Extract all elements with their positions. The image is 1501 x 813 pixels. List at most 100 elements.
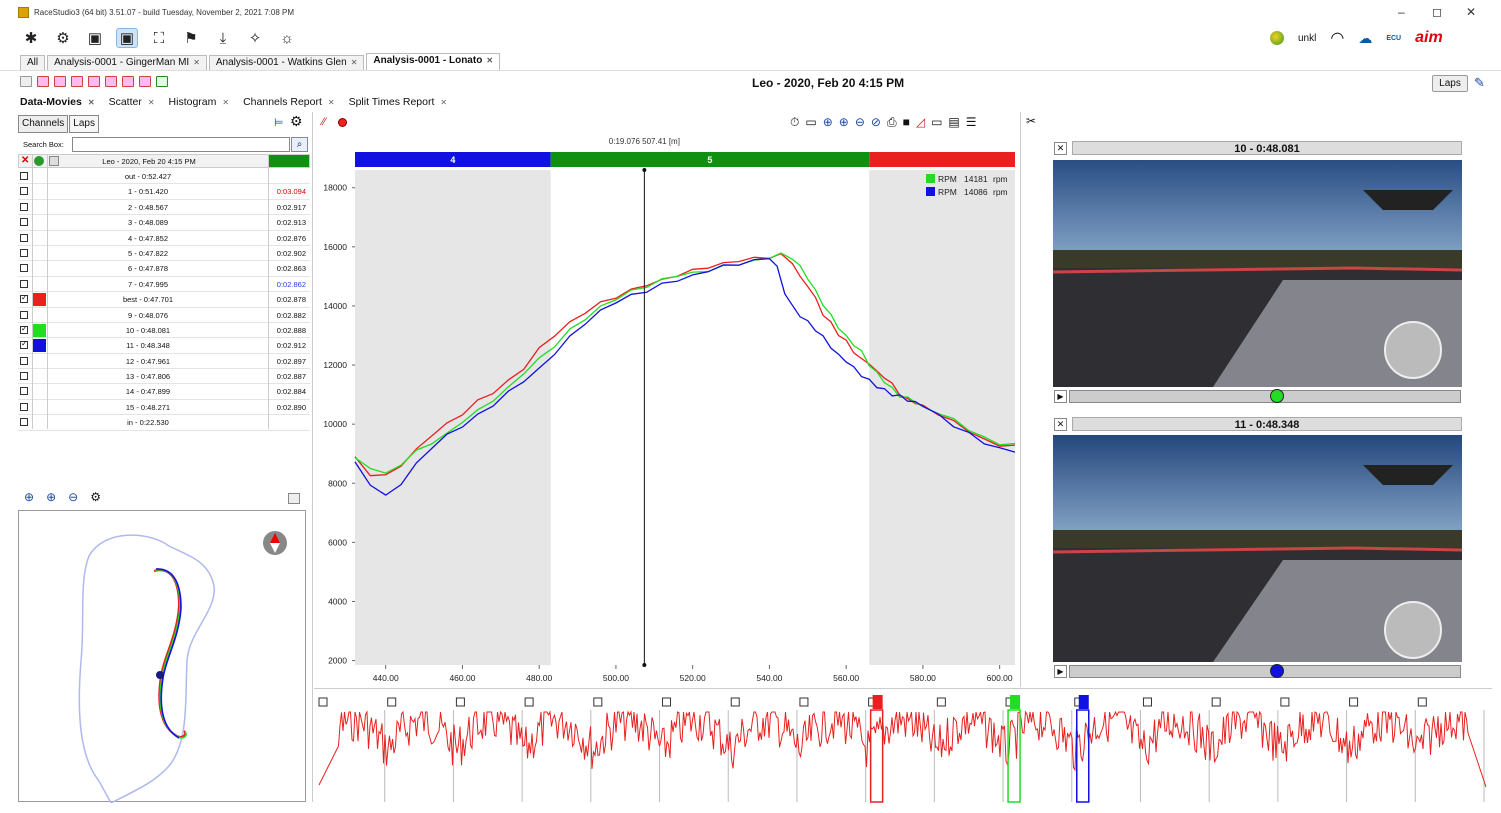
lap-row[interactable]: in - 0:22.530	[18, 415, 310, 431]
lap-row[interactable]: 2 - 0:48.567 0:02.917	[18, 200, 310, 216]
dashboard-icon[interactable]: ☼	[280, 29, 294, 47]
wifi-icon[interactable]: ◠	[1330, 30, 1345, 47]
lap-color-swatch[interactable]	[33, 323, 46, 337]
lap-checkbox[interactable]	[20, 187, 28, 196]
lap-checkbox[interactable]	[20, 324, 28, 334]
lap-row[interactable]: 12 - 0:47.961 0:02.897	[18, 354, 310, 370]
lap-checkbox[interactable]	[20, 202, 28, 211]
wrench-icon[interactable]: ✎	[1474, 75, 1485, 90]
view-tab-close-icon[interactable]: ✕	[87, 98, 95, 107]
list-icon[interactable]: ☰	[965, 115, 977, 129]
lap-row[interactable]: 6 - 0:47.878 0:02.863	[18, 261, 310, 277]
view-tab-1[interactable]: Scatter ✕	[109, 96, 155, 108]
settings-small-icon[interactable]	[20, 76, 32, 87]
play-video-2-button[interactable]: ▶	[1054, 665, 1067, 678]
lap-row[interactable]: 15 - 0:48.271 0:02.890	[18, 400, 310, 416]
minimize-button[interactable]: –	[1398, 5, 1405, 19]
lap-checkbox[interactable]	[20, 264, 28, 273]
lap-checkbox[interactable]	[20, 402, 28, 411]
flag-icon[interactable]: ⚑	[184, 30, 198, 47]
zoom-in-icon[interactable]: ⊕	[46, 490, 57, 504]
video-tool-icon[interactable]: ✂	[1026, 114, 1037, 128]
tools-icon[interactable]: ✱	[24, 30, 38, 47]
lap-checkbox[interactable]	[20, 293, 28, 304]
channel-icon[interactable]	[71, 76, 83, 87]
zoom-fit-icon[interactable]: ⊕	[822, 115, 833, 129]
track-map-icon[interactable]	[156, 76, 168, 87]
track-icon[interactable]: ⛶	[153, 29, 165, 47]
lap-checkbox[interactable]	[20, 279, 28, 288]
chart-pen-icon[interactable]: ⁄⁄	[322, 116, 326, 128]
split-icon[interactable]	[105, 76, 117, 87]
search-input[interactable]	[72, 137, 290, 152]
view-tab-close-icon[interactable]: ✕	[222, 98, 230, 107]
panel-gear-icon[interactable]: ⚙	[290, 113, 303, 129]
lap-row[interactable]: 11 - 0:48.348 0:02.912	[18, 338, 310, 354]
video-1-frame[interactable]	[1053, 160, 1462, 387]
math-icon[interactable]	[139, 76, 151, 87]
view-tab-0[interactable]: Data-Movies ✕	[20, 96, 95, 108]
globe-icon[interactable]	[1270, 31, 1284, 45]
maximize-button[interactable]: ◻	[1432, 5, 1442, 19]
lap-checkbox[interactable]	[20, 339, 28, 350]
lap-checkbox[interactable]	[20, 233, 28, 242]
tab-close-icon[interactable]: ✕	[486, 56, 494, 65]
cloud-icon[interactable]: ☁	[1358, 29, 1373, 46]
measure-icon[interactable]: ◿	[915, 115, 926, 129]
legend-icon[interactable]: ⊨	[274, 117, 284, 129]
rs2-icon[interactable]: ▣	[87, 30, 103, 47]
video-1-seekbar[interactable]	[1069, 390, 1461, 403]
lap-overview-strip[interactable]	[314, 690, 1492, 805]
chart-zoom-in-icon[interactable]: ⊕	[838, 115, 849, 129]
lap-checkbox[interactable]	[20, 218, 28, 227]
wifi-settings-icon[interactable]: ✧	[248, 30, 262, 47]
lap-row[interactable]: 7 - 0:47.995 0:02.862	[18, 277, 310, 293]
view-tab-4[interactable]: Split Times Report ✕	[349, 96, 447, 108]
close-video-1-button[interactable]: ✕	[1054, 142, 1067, 155]
lap-color-swatch[interactable]	[33, 293, 46, 307]
lap-row[interactable]: 13 - 0:47.806 0:02.887	[18, 369, 310, 385]
zoom-reset-icon[interactable]: ⊘	[870, 115, 881, 129]
lap-checkbox[interactable]	[20, 310, 28, 319]
lap-checkbox[interactable]	[20, 418, 28, 427]
rs3-icon[interactable]: ▣	[116, 28, 138, 48]
camera-icon[interactable]	[54, 76, 66, 87]
video-2-seekbar[interactable]	[1069, 665, 1461, 678]
chart-record-icon[interactable]	[338, 118, 347, 127]
map-export-icon[interactable]	[288, 493, 300, 504]
download-icon[interactable]: ⤓	[219, 29, 227, 47]
view-tab-close-icon[interactable]: ✕	[440, 98, 448, 107]
dark-mode-icon[interactable]: ■	[902, 115, 910, 129]
ecu-icon[interactable]: ECU	[1386, 34, 1402, 42]
rpm-chart[interactable]: 4 5 0:19.076 507.41 [m] 18000 16000 14000 1200…	[314, 112, 1020, 687]
tab-close-icon[interactable]: ✕	[350, 58, 358, 67]
tab-3[interactable]: Analysis-0001 - Lonato ✕	[366, 53, 501, 70]
video-2-frame[interactable]	[1053, 435, 1462, 662]
panel-icon[interactable]: ▤	[948, 115, 960, 129]
close-button[interactable]: ✕	[1466, 5, 1477, 19]
lap-row[interactable]: out - 0:52.427	[18, 169, 310, 185]
map-gear-icon[interactable]: ⚙	[90, 490, 101, 504]
lap-row[interactable]: 4 - 0:47.852 0:02.876	[18, 231, 310, 246]
locate-icon[interactable]: ⊕	[24, 490, 35, 504]
laps-header-button[interactable]: Laps	[1432, 75, 1468, 92]
report-icon[interactable]	[122, 76, 134, 87]
remove-icon[interactable]: ✕	[21, 155, 30, 166]
table-icon[interactable]	[88, 76, 100, 87]
lap-checkbox[interactable]	[20, 172, 28, 180]
layout-icon[interactable]: ▭	[931, 115, 943, 129]
chart-zoom-out-icon[interactable]: ⊖	[854, 115, 865, 129]
video-1-knob[interactable]	[1269, 389, 1284, 403]
lock-icon[interactable]	[49, 156, 59, 166]
lap-checkbox[interactable]	[20, 248, 28, 257]
lap-row[interactable]: 5 - 0:47.822 0:02.902	[18, 246, 310, 262]
view-tab-close-icon[interactable]: ✕	[327, 98, 335, 107]
stopwatch-icon[interactable]: ⏱	[790, 115, 800, 129]
lap-checkbox[interactable]	[20, 387, 28, 396]
view-tab-close-icon[interactable]: ✕	[147, 98, 155, 107]
search-icon[interactable]: ⌕	[291, 137, 308, 152]
lap-checkbox[interactable]	[20, 372, 28, 381]
tab-close-icon[interactable]: ✕	[193, 58, 200, 67]
view-tab-2[interactable]: Histogram ✕	[169, 96, 230, 108]
lap-row[interactable]: 3 - 0:48.089 0:02.913	[18, 215, 310, 231]
